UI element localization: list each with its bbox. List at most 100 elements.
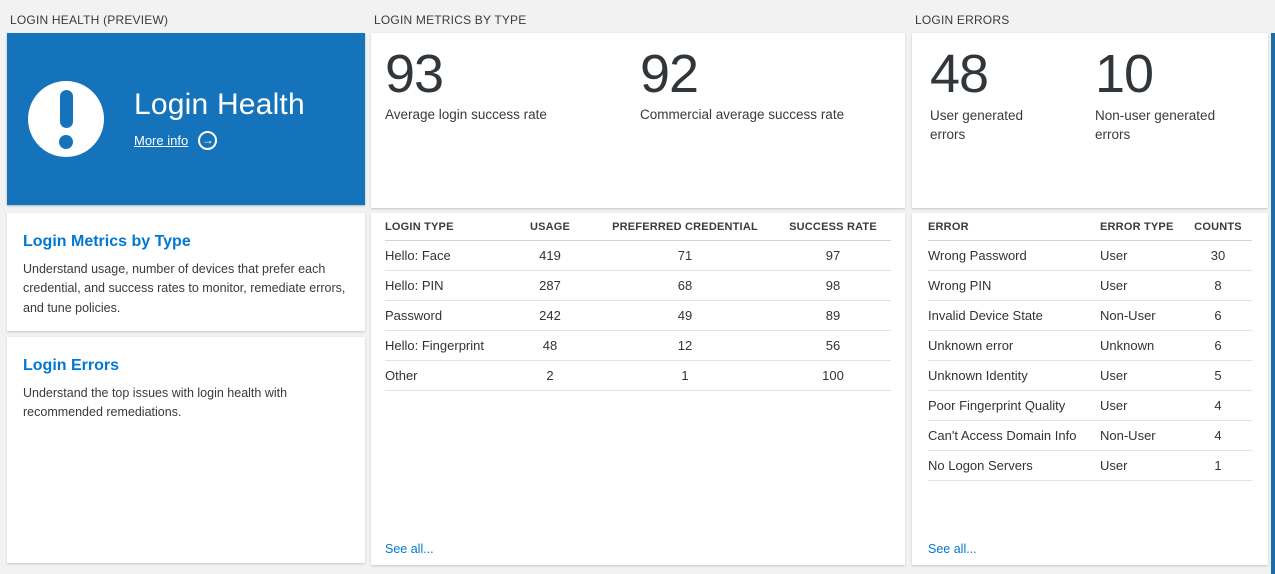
table-row[interactable]: Poor Fingerprint Quality User 4 [928,391,1252,421]
table-cell: Password [385,308,443,323]
table-row[interactable]: Hello: PIN 287 68 98 [385,271,891,301]
table-header-row: ERROR ERROR TYPE COUNTS [928,213,1252,241]
column-header-success-rate: SUCCESS RATE [789,220,877,233]
stat-commercial-average-success-rate: 92 Commercial average success rate [640,44,845,208]
table-row[interactable]: No Logon Servers User 1 [928,451,1252,481]
table-cell: User [1100,458,1128,473]
stat-label: User generated errors [930,108,1024,142]
table-cell: 242 [539,308,561,323]
panel-login-errors: LOGIN ERRORS 48 User generated errors 10… [912,0,1268,574]
table-cell: 56 [825,338,841,353]
table-cell: 6 [1214,308,1222,323]
table-cell: 71 [677,248,693,263]
section-link-login-errors[interactable]: Login Errors [23,357,120,374]
panel-header-login-health: LOGIN HEALTH (PREVIEW) [10,12,169,27]
table-cell: 419 [539,248,561,263]
table-cell: User [1100,398,1128,413]
more-info-label: More info [134,133,189,148]
login-health-tile: Login Health More info → [7,33,365,205]
table-cell: Unknown [1100,338,1155,353]
table-cell: 12 [677,338,693,353]
table-cell: 89 [825,308,841,323]
panel-login-metrics: LOGIN METRICS BY TYPE 93 Average login s… [371,0,905,574]
stat-label: Commercial average success rate [640,107,845,123]
stat-average-login-success-rate: 93 Average login success rate [385,44,640,208]
stat-value: 92 [640,44,699,104]
table-cell: Invalid Device State [928,308,1043,323]
table-cell: 98 [825,278,841,293]
alert-icon [28,81,104,157]
table-cell: 4 [1214,428,1222,443]
stat-value: 93 [385,44,444,104]
stat-user-generated-errors: 48 User generated errors [930,44,1095,208]
login-metrics-table-card: LOGIN TYPE USAGE PREFERRED CREDENTIAL SU… [371,213,905,565]
table-header-row: LOGIN TYPE USAGE PREFERRED CREDENTIAL SU… [385,213,891,241]
column-header-counts: COUNTS [1194,220,1242,233]
panel-login-health: LOGIN HEALTH (PREVIEW) Login Health More… [7,0,365,574]
table-cell: 6 [1214,338,1222,353]
table-cell: 2 [546,368,554,383]
more-info-link[interactable]: More info → [134,131,305,150]
table-cell: User [1100,278,1128,293]
tile-title: Login Health [134,88,305,121]
table-row[interactable]: Wrong Password User 30 [928,241,1252,271]
table-cell: 97 [825,248,841,263]
see-all-link[interactable]: See all... [385,542,434,556]
table-cell: Hello: PIN [385,278,444,293]
table-cell: Other [385,368,418,383]
arrow-right-icon: → [198,131,218,150]
panel-header-login-metrics: LOGIN METRICS BY TYPE [374,12,527,27]
table-cell: 68 [677,278,693,293]
table-cell: Non-User [1100,428,1156,443]
section-card-login-errors: Login Errors Understand the top issues w… [7,337,365,563]
table-cell: Wrong Password [928,248,1027,263]
table-row[interactable]: Unknown error Unknown 6 [928,331,1252,361]
table-cell: User [1100,248,1128,263]
panel-header-login-errors: LOGIN ERRORS [915,12,1010,27]
login-metrics-table-body: Hello: Face 419 71 97 Hello: PIN 287 68 98 Passw… [385,241,891,391]
login-errors-stats-card: 48 User generated errors 10 Non-user gen… [912,33,1268,208]
table-cell: Non-User [1100,308,1156,323]
login-errors-table-body: Wrong Password User 30 Wrong PIN User 8 Invali… [928,241,1252,481]
table-cell: Can't Access Domain Info [928,428,1077,443]
table-cell: 5 [1214,368,1222,383]
table-cell: 4 [1214,398,1222,413]
table-cell: Hello: Face [385,248,451,263]
table-cell: 8 [1214,278,1222,293]
table-cell: User [1100,368,1128,383]
table-row[interactable]: Wrong PIN User 8 [928,271,1252,301]
table-cell: 1 [681,368,689,383]
section-link-login-metrics[interactable]: Login Metrics by Type [23,233,191,250]
table-row[interactable]: Invalid Device State Non-User 6 [928,301,1252,331]
stat-value: 48 [930,44,989,104]
stat-value: 10 [1095,44,1154,104]
stat-label: Average login success rate [385,107,547,123]
stat-non-user-generated-errors: 10 Non-user generated errors [1095,44,1223,208]
stat-label: Non-user generated errors [1095,108,1216,142]
table-cell: Poor Fingerprint Quality [928,398,1066,413]
table-cell: 287 [539,278,561,293]
table-row[interactable]: Can't Access Domain Info Non-User 4 [928,421,1252,451]
table-row[interactable]: Unknown Identity User 5 [928,361,1252,391]
section-description: Understand usage, number of devices that… [23,262,346,315]
column-header-login-type: LOGIN TYPE [385,220,454,233]
adjacent-tile-edge [1271,33,1275,574]
login-metrics-stats-card: 93 Average login success rate 92 Commerc… [371,33,905,208]
section-description: Understand the top issues with login hea… [23,386,288,420]
table-row[interactable]: Hello: Fingerprint 48 12 56 [385,331,891,361]
table-cell: 100 [822,368,844,383]
column-header-error: ERROR [928,220,969,233]
table-row[interactable]: Password 242 49 89 [385,301,891,331]
table-cell: Unknown error [928,338,1014,353]
column-header-preferred-credential: PREFERRED CREDENTIAL [612,220,758,233]
table-cell: 48 [542,338,558,353]
section-card-login-metrics: Login Metrics by Type Understand usage, … [7,213,365,331]
see-all-link[interactable]: See all... [928,542,977,556]
table-cell: Hello: Fingerprint [385,338,484,353]
table-row[interactable]: Other 2 1 100 [385,361,891,391]
table-cell: No Logon Servers [928,458,1033,473]
login-errors-table-card: ERROR ERROR TYPE COUNTS Wrong Password Us… [912,213,1268,565]
table-row[interactable]: Hello: Face 419 71 97 [385,241,891,271]
table-cell: 30 [1210,248,1226,263]
